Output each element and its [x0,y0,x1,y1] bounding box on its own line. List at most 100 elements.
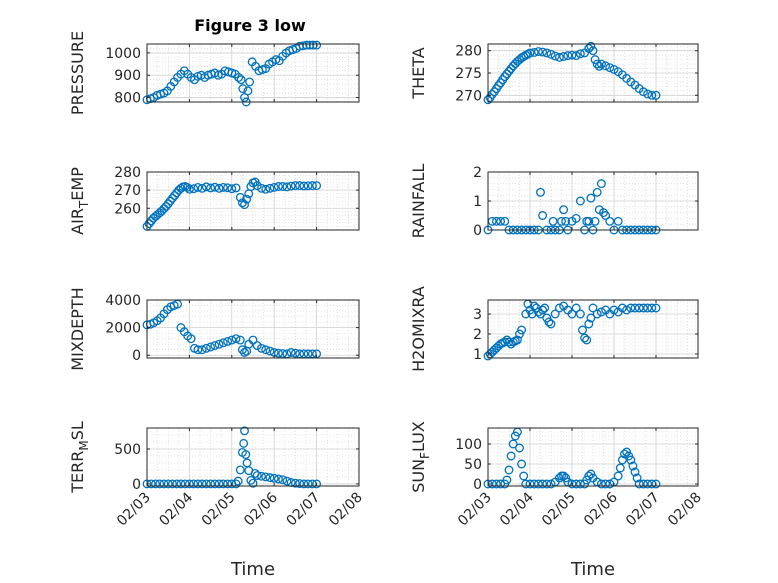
data-point [601,211,611,220]
data-point [176,479,186,489]
y-tick-label: 1 [473,347,482,363]
y-tick-label: 50 [464,457,482,473]
data-point [265,346,275,356]
data-point [223,183,233,193]
data-point [235,465,245,475]
data-point [227,184,237,194]
data-point [628,461,638,471]
data-point [523,49,533,59]
data-point [496,216,506,226]
data-point [246,475,256,485]
data-point [596,479,606,489]
data-point [214,339,224,349]
data-point [527,309,537,319]
data-point [584,319,594,329]
data-point [546,479,556,489]
data-point [502,69,512,79]
data-point [282,476,292,486]
data-point [529,48,539,57]
y-tick-label: 4000 [105,293,141,309]
data-point [193,479,203,489]
data-point [269,473,279,483]
data-point [170,191,180,201]
y-axis-label: TERRMSL [68,421,91,494]
data-point [265,473,275,483]
data-point [227,335,237,345]
y-axis-label: THETA [409,47,428,99]
data-point [161,201,171,211]
data-point [546,49,556,59]
data-point [647,303,657,313]
axes-frame [487,427,699,487]
data-point [214,479,224,489]
y-axis-label: RAINFALL [409,164,428,239]
y-tick-label: 0 [132,348,141,364]
data-point [634,479,644,489]
subplot-5: 0 2000 4000 MIXDEPTH [68,287,360,371]
data-point [575,49,585,59]
data-point [290,478,300,488]
data-point [559,52,569,61]
y-axis-label: PRESSURE [68,31,87,115]
data-point [273,182,283,191]
data-point [218,182,228,192]
data-point [214,183,224,193]
data-point [218,479,228,489]
x-tick-label: 02/08 [326,490,366,530]
data-point [582,335,592,345]
data-point [617,455,627,465]
data-point [231,183,241,193]
data-point [592,59,602,69]
data-point [206,479,216,489]
data-point [594,61,604,71]
data-point [261,184,271,194]
y-axis-label: AIRTEMP [68,167,91,235]
data-point [159,479,169,489]
subplot-8: 0 50 100 02/03 02/04 02/05 02/06 02/07 02/08 Time… [409,421,705,580]
data-point [554,303,564,313]
data-point [638,479,648,489]
plot-area [488,300,698,358]
data-point [630,303,640,313]
data-point [515,443,524,453]
data-point [197,479,207,489]
data-point [261,472,271,482]
data-point [525,479,535,489]
data-point [290,348,300,358]
data-point [290,181,300,191]
data-point [613,471,623,481]
data-point [517,459,527,469]
data-point [312,479,322,489]
data-point [295,479,305,489]
axes-frame [146,43,360,103]
data-point [201,182,211,192]
data-point [303,181,313,191]
data-point [557,216,566,226]
data-point [245,77,255,87]
y-tick-label: 0 [473,223,482,239]
data-point [238,84,248,94]
data-point [235,192,245,202]
data-point [167,193,177,203]
data-point [165,196,175,206]
data-point [241,450,251,460]
data-point [233,476,243,486]
data-point [197,183,207,193]
data-point [305,40,315,50]
y-tick-label: 0 [473,477,482,493]
y-tick-label: 100 [455,437,482,453]
data-point [540,303,550,313]
data-point [496,479,506,489]
data-point [206,183,216,193]
data-point [500,216,510,226]
data-point [615,463,625,473]
data-point [567,309,577,319]
y-tick-label: 270 [114,183,141,199]
data-point [508,439,518,449]
data-point [533,479,543,489]
data-point [504,465,514,475]
data-point [578,325,587,335]
y-tick-label: 2 [473,165,482,181]
y-tick-label: 270 [455,88,482,104]
data-point [647,90,657,100]
